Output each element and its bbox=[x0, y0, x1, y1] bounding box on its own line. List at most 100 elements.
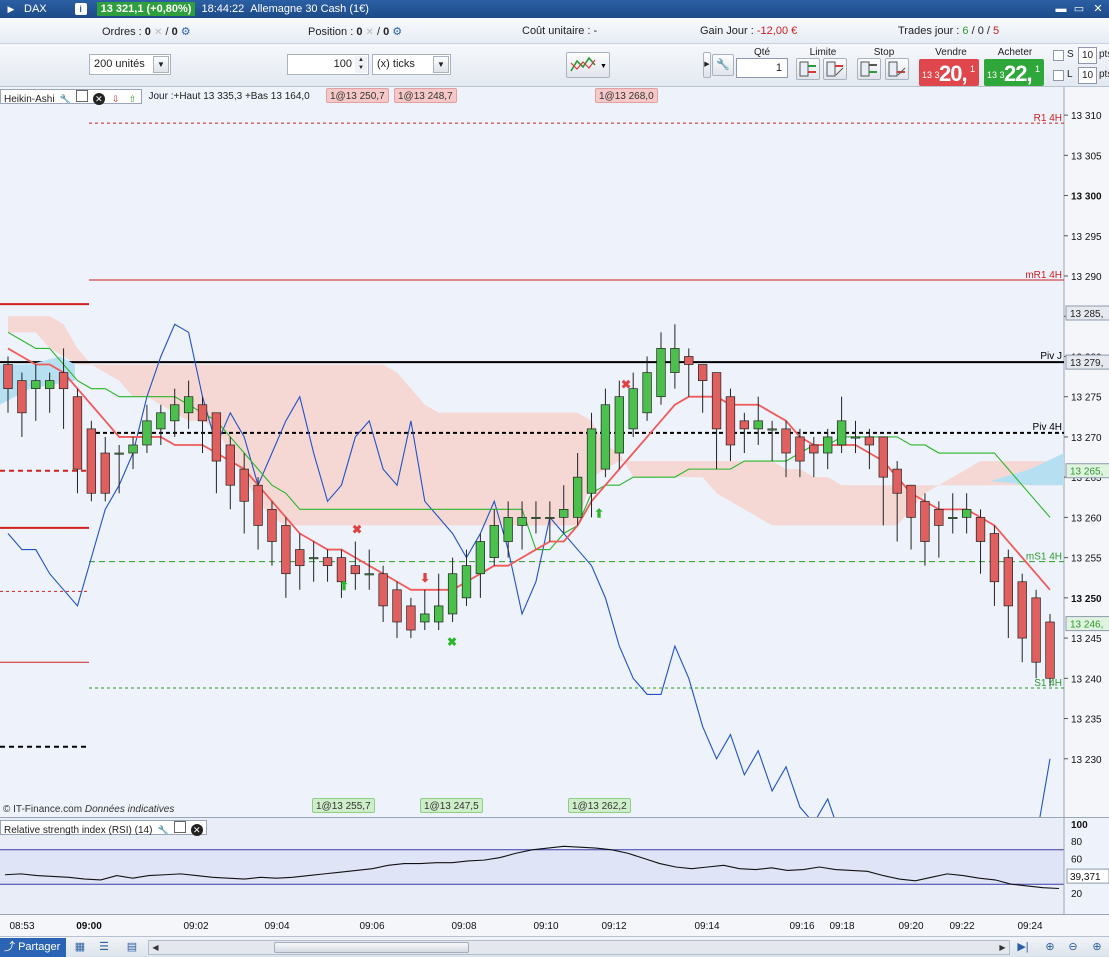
candle-body bbox=[295, 549, 305, 567]
trade-marker-tag[interactable]: 1@13 262,2 bbox=[568, 798, 631, 813]
chevron-down-icon[interactable]: ▼ bbox=[433, 56, 449, 73]
collapse-panel-icon[interactable]: ▶ bbox=[703, 52, 711, 78]
qty-input[interactable]: 1 bbox=[736, 58, 788, 78]
heikin-ashi-indicator[interactable]: Heikin-Ashi 🔧 ✕ ⇩ ⇧ bbox=[0, 88, 143, 105]
wrench-icon[interactable]: 🔧 bbox=[59, 93, 71, 104]
chart-type-button[interactable]: ▼ bbox=[566, 52, 610, 78]
candle-body bbox=[267, 508, 277, 542]
stop-buy-button[interactable] bbox=[857, 58, 881, 80]
chevron-down-icon[interactable]: ▼ bbox=[153, 56, 169, 73]
exit-marker-icon: ✖ bbox=[447, 635, 457, 649]
y-axis-label: 13 245 bbox=[1071, 634, 1102, 645]
stop-points-input[interactable]: 10 bbox=[1078, 47, 1097, 64]
grid-icon[interactable]: ▦ bbox=[74, 941, 86, 953]
orders-label: Ordres : bbox=[102, 26, 142, 38]
rsi-y-label: 20 bbox=[1071, 889, 1083, 900]
limit-checkbox-label: L bbox=[1067, 69, 1073, 80]
buy-button[interactable]: 13 3 22, 1 bbox=[984, 59, 1044, 86]
restore-icon[interactable]: ▭ bbox=[1073, 3, 1085, 15]
sell-button[interactable]: 13 3 20, 1 bbox=[919, 59, 979, 86]
qty-label: Qté bbox=[753, 47, 771, 58]
cancel-orders-icon[interactable]: ✕ bbox=[153, 27, 163, 38]
close-position-icon[interactable]: ✕ bbox=[365, 27, 374, 38]
close-icon[interactable]: ✕ bbox=[92, 92, 105, 105]
scroll-right-icon[interactable]: ▶ bbox=[999, 943, 1006, 952]
buy-arrow-icon: ⬆ bbox=[339, 579, 349, 593]
candle-body bbox=[1045, 621, 1055, 679]
candle-body bbox=[614, 396, 624, 454]
trade-marker-tag[interactable]: 1@13 248,7 bbox=[394, 88, 457, 103]
candle-body bbox=[781, 428, 791, 454]
x-axis-label: 09:20 bbox=[898, 921, 923, 932]
scroll-thumb[interactable] bbox=[274, 942, 469, 953]
rsi-y-label: 80 bbox=[1071, 837, 1083, 848]
price-badge-bg bbox=[1065, 305, 1109, 321]
time-scrollbar[interactable]: ◀ ▶ bbox=[148, 940, 1010, 955]
units-select[interactable]: 200 unités ▼ bbox=[89, 54, 171, 75]
trade-marker-tag[interactable]: 1@13 268,0 bbox=[595, 88, 658, 103]
stop-checkbox[interactable] bbox=[1053, 50, 1064, 61]
candle-body bbox=[489, 525, 499, 558]
limit-buy-button[interactable] bbox=[796, 58, 820, 80]
ticks-unit-select[interactable]: (x) ticks ▼ bbox=[372, 54, 451, 75]
y-axis-label: 13 270 bbox=[1071, 433, 1102, 444]
y-axis-label: 13 265 bbox=[1071, 473, 1102, 484]
svg-text:▼: ▼ bbox=[600, 63, 607, 70]
y-axis-label: 13 305 bbox=[1071, 151, 1102, 162]
candle-body bbox=[100, 452, 110, 494]
orders-gear-icon[interactable]: ⚙ bbox=[180, 26, 191, 38]
limit-checkbox[interactable] bbox=[1053, 70, 1064, 81]
symbol-name[interactable]: DAX bbox=[24, 3, 47, 15]
candle-body bbox=[336, 557, 347, 583]
indicator-name: Heikin-Ashi bbox=[4, 93, 55, 105]
share-button[interactable]: ⤴ Partager bbox=[0, 938, 66, 957]
wrench-icon[interactable]: 🔧 bbox=[157, 824, 169, 835]
window-icon[interactable] bbox=[173, 820, 186, 833]
y-axis-label: 13 260 bbox=[1071, 513, 1102, 524]
orders-value-2: 0 bbox=[171, 26, 178, 38]
time-axis[interactable]: 08:53 09:00 09:02 09:04 09:06 09:08 09:10 09:12… bbox=[0, 914, 1109, 936]
zoom-fit-icon[interactable]: ⊕ bbox=[1045, 941, 1055, 953]
day-high-low-info: Jour :+Haut 13 335,3 +Bas 13 164,0 bbox=[148, 90, 310, 102]
table-icon[interactable]: ▤ bbox=[126, 941, 138, 953]
ticks-input[interactable]: 100 ▲ ▼ bbox=[287, 54, 369, 75]
limit-sell-button[interactable] bbox=[823, 58, 847, 80]
rsi-panel[interactable]: 1008060402039,371 Relative strength inde… bbox=[0, 817, 1109, 915]
rsi-indicator[interactable]: Relative strength index (RSI) (14) 🔧 ✕ bbox=[0, 819, 207, 836]
trade-marker-tag[interactable]: 1@13 247,5 bbox=[420, 798, 483, 813]
candle-body bbox=[1031, 597, 1041, 663]
position-gear-icon[interactable]: ⚙ bbox=[392, 26, 403, 38]
limit-order-icon bbox=[826, 61, 844, 77]
price-chart[interactable]: ✖ ✖ ✖ ⬆ ⬆ ⬇ 13 310 13 305 13 300 13 295 13 290 13 2… bbox=[0, 87, 1109, 957]
scroll-left-icon[interactable]: ◀ bbox=[152, 943, 159, 952]
candle-body bbox=[211, 412, 222, 462]
rsi-chart-canvas[interactable]: 1008060402039,371 bbox=[0, 818, 1109, 915]
minimize-icon[interactable]: ▬ bbox=[1055, 3, 1067, 15]
trade-marker-tag[interactable]: 1@13 250,7 bbox=[326, 88, 389, 103]
candle-body bbox=[975, 517, 986, 542]
list-icon[interactable]: ☰ bbox=[99, 941, 109, 953]
x-axis-label: 09:02 bbox=[183, 921, 208, 932]
zoom-out-icon[interactable]: ⊖ bbox=[1068, 941, 1078, 953]
limit-points-input[interactable]: 10 bbox=[1078, 67, 1097, 84]
close-icon[interactable]: ✕ bbox=[1093, 3, 1103, 15]
move-up-icon[interactable]: ⇧ bbox=[128, 93, 137, 104]
scroll-end-icon[interactable]: ▶| bbox=[1017, 941, 1029, 953]
data-credit: © IT-Finance.com Données indicatives bbox=[3, 804, 174, 815]
unit-cost-value: - bbox=[593, 25, 598, 37]
menu-arrow-icon[interactable]: ▶ bbox=[7, 3, 15, 14]
clock-time: 18:44:22 bbox=[201, 3, 245, 15]
x-axis-label: 09:10 bbox=[533, 921, 558, 932]
stop-sell-button[interactable] bbox=[885, 58, 909, 80]
wrench-icon[interactable]: 🔧 bbox=[712, 54, 734, 76]
trade-marker-tag[interactable]: 1@13 255,7 bbox=[312, 798, 375, 813]
price-chart-canvas[interactable]: ✖ ✖ ✖ ⬆ ⬆ ⬇ 13 310 13 305 13 300 13 295 13 290 13 2… bbox=[0, 87, 1109, 957]
candle-body bbox=[17, 380, 27, 414]
info-icon[interactable]: i bbox=[74, 3, 87, 15]
close-icon[interactable]: ✕ bbox=[190, 823, 203, 836]
window-icon[interactable] bbox=[76, 89, 89, 102]
ticks-stepper[interactable]: ▲ ▼ bbox=[355, 56, 367, 73]
move-down-icon[interactable]: ⇩ bbox=[111, 93, 120, 104]
zoom-in-icon[interactable]: ⊕ bbox=[1092, 941, 1102, 953]
candle-body bbox=[642, 372, 652, 414]
